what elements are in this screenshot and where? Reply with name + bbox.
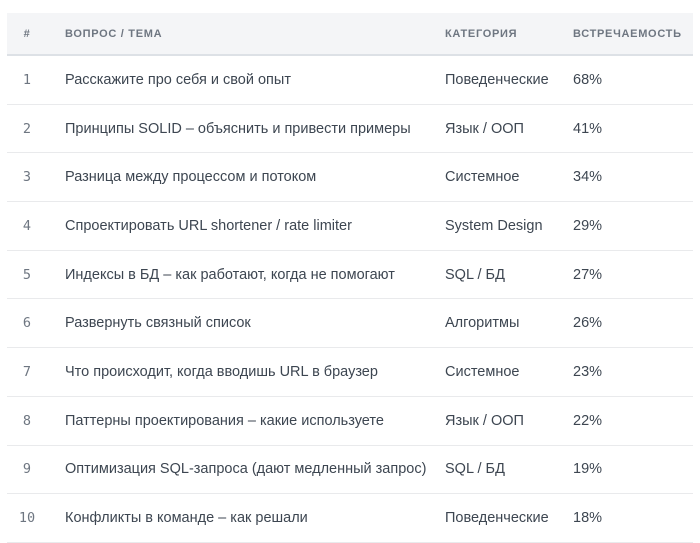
question-cell: Конфликты в команде – как решали [47, 493, 445, 543]
table-row: 3 Разница между процессом и потоком Сист… [7, 152, 693, 203]
table-row: 9 Оптимизация SQL-запроса (дают медленны… [7, 445, 693, 495]
row-number-cell: 7 [7, 347, 47, 397]
question-cell: Развернуть связный список [47, 298, 445, 349]
frequency-cell: 68% [573, 55, 693, 105]
questions-table: # ВОПРОС / ТЕМА КАТЕГОРИЯ ВСТРЕЧАЕМОСТЬ … [7, 13, 693, 543]
table-row: 1 Расскажите про себя и свой опыт Поведе… [7, 55, 693, 105]
question-cell: Расскажите про себя и свой опыт [47, 55, 445, 105]
row-number-cell: 8 [7, 396, 47, 446]
category-cell: Язык / ООП [445, 104, 573, 154]
category-cell: Поведенческие [445, 493, 573, 543]
question-cell: Что происходит, когда вводишь URL в брау… [47, 347, 445, 397]
header-row: # ВОПРОС / ТЕМА КАТЕГОРИЯ ВСТРЕЧАЕМОСТЬ [7, 13, 693, 56]
question-cell: Спроектировать URL shortener / rate limi… [47, 201, 445, 251]
row-number-cell: 4 [7, 201, 47, 251]
table-row: 5 Индексы в БД – как работают, когда не … [7, 250, 693, 300]
frequency-cell: 19% [573, 445, 693, 495]
category-cell: Алгоритмы [445, 298, 573, 349]
table-row: 4 Спроектировать URL shortener / rate li… [7, 201, 693, 251]
category-cell: Системное [445, 347, 573, 397]
row-number-cell: 6 [7, 298, 47, 349]
frequency-cell: 18% [573, 493, 693, 543]
question-cell: Разница между процессом и потоком [47, 152, 445, 203]
frequency-cell: 34% [573, 152, 693, 203]
frequency-cell: 23% [573, 347, 693, 397]
column-header-number: # [7, 13, 47, 56]
question-cell: Оптимизация SQL-запроса (дают медленный … [47, 445, 445, 495]
column-header-question: ВОПРОС / ТЕМА [47, 13, 445, 56]
table-header: # ВОПРОС / ТЕМА КАТЕГОРИЯ ВСТРЕЧАЕМОСТЬ [7, 13, 693, 56]
table-row: 10 Конфликты в команде – как решали Пове… [7, 493, 693, 543]
questions-table-container: # ВОПРОС / ТЕМА КАТЕГОРИЯ ВСТРЕЧАЕМОСТЬ … [7, 13, 693, 543]
category-cell: Язык / ООП [445, 396, 573, 446]
table-row: 8 Паттерны проектирования – какие исполь… [7, 396, 693, 446]
column-header-category: КАТЕГОРИЯ [445, 13, 573, 56]
frequency-cell: 26% [573, 298, 693, 349]
row-number-cell: 1 [7, 55, 47, 105]
row-number-cell: 3 [7, 152, 47, 203]
question-cell: Индексы в БД – как работают, когда не по… [47, 250, 445, 300]
category-cell: Системное [445, 152, 573, 203]
row-number-cell: 5 [7, 250, 47, 300]
category-cell: System Design [445, 201, 573, 251]
row-number-cell: 9 [7, 445, 47, 495]
question-cell: Паттерны проектирования – какие использу… [47, 396, 445, 446]
frequency-cell: 29% [573, 201, 693, 251]
table-row: 2 Принципы SOLID – объяснить и привести … [7, 104, 693, 154]
frequency-cell: 41% [573, 104, 693, 154]
frequency-cell: 27% [573, 250, 693, 300]
category-cell: SQL / БД [445, 250, 573, 300]
table-row: 7 Что происходит, когда вводишь URL в бр… [7, 347, 693, 397]
row-number-cell: 2 [7, 104, 47, 154]
frequency-cell: 22% [573, 396, 693, 446]
table-body: 1 Расскажите про себя и свой опыт Поведе… [7, 55, 693, 543]
category-cell: SQL / БД [445, 445, 573, 495]
category-cell: Поведенческие [445, 55, 573, 105]
question-cell: Принципы SOLID – объяснить и привести пр… [47, 104, 445, 154]
table-row: 6 Развернуть связный список Алгоритмы 26… [7, 298, 693, 349]
column-header-frequency: ВСТРЕЧАЕМОСТЬ [573, 13, 693, 56]
row-number-cell: 10 [7, 493, 47, 543]
